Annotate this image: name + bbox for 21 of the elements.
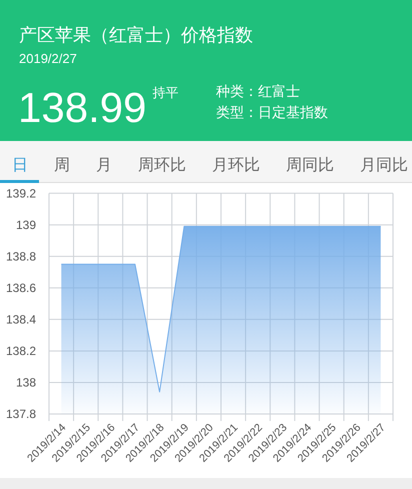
- tab: 周环比: [127, 144, 197, 180]
- tab: 周: [43, 144, 81, 180]
- tab: 月: [85, 144, 123, 180]
- info-type: 类型：日定基指数: [216, 104, 328, 120]
- y-tick-label: 138: [16, 375, 36, 390]
- current-value: 138.99: [18, 84, 146, 131]
- tab: 月同比: [349, 144, 412, 180]
- y-tick-label: 138.4: [6, 312, 36, 326]
- y-tick-label: 139: [16, 218, 36, 232]
- tab-selected: 日: [0, 144, 39, 183]
- y-tick-label: 138.6: [6, 280, 36, 295]
- tab: 周同比: [275, 144, 345, 180]
- y-tick-label: 137.8: [6, 407, 36, 421]
- chart-title: 产区苹果（红富士）价格指数: [19, 25, 253, 45]
- y-tick-label: 138.8: [6, 249, 36, 264]
- chart-subtitle: 2019/2/27: [19, 51, 77, 66]
- y-tick-label: 139.2: [6, 186, 36, 200]
- tab: 月环比: [201, 144, 271, 180]
- y-tick-label: 138.2: [6, 344, 36, 358]
- change-label: 持平: [152, 85, 178, 100]
- info-variety: 种类：红富士: [216, 83, 300, 99]
